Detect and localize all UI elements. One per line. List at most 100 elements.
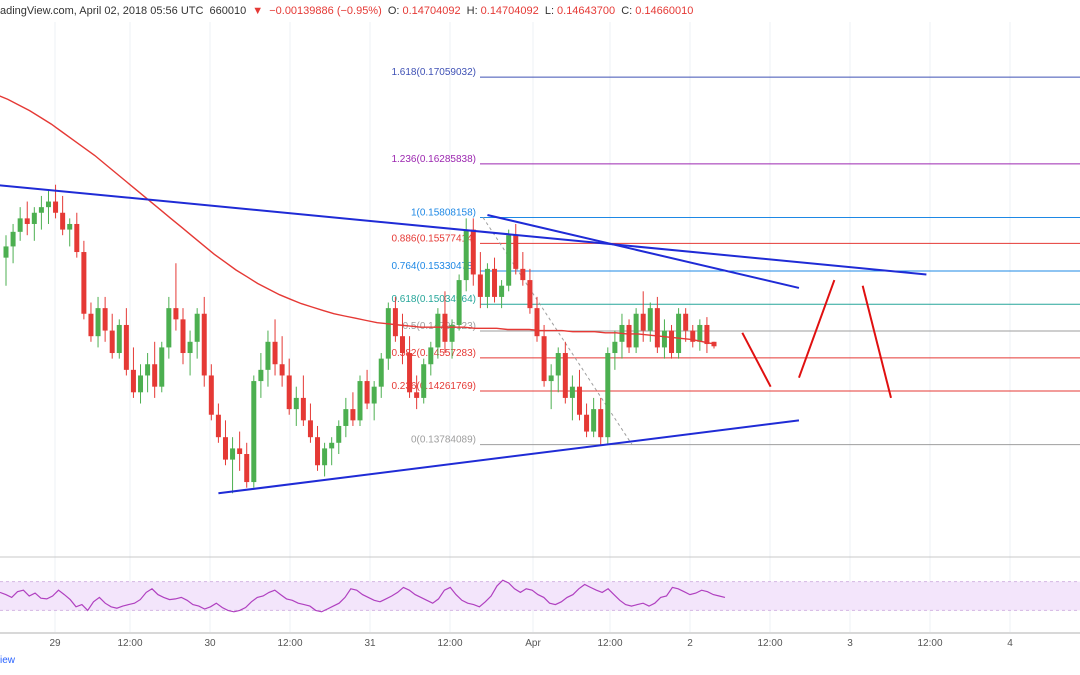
- high-value: 0.14704092: [480, 5, 539, 17]
- fib-label: 0.618(0.15034964): [391, 294, 476, 305]
- candle-body: [251, 381, 257, 483]
- candle-body: [315, 437, 321, 466]
- x-tick-label: 31: [364, 638, 376, 649]
- candle-body: [711, 341, 717, 347]
- fib-label: 1(0.15808158): [411, 207, 476, 218]
- candle-body: [569, 386, 575, 398]
- low-value: 0.14643700: [557, 5, 616, 17]
- candle-body: [24, 218, 30, 224]
- candle-body: [272, 341, 278, 365]
- candle-body: [279, 364, 285, 376]
- candle-body: [343, 409, 349, 426]
- candle-body: [31, 212, 37, 224]
- candle-body: [598, 409, 604, 438]
- x-tick-label: 12:00: [597, 638, 622, 649]
- candle-body: [293, 397, 299, 410]
- candle-body: [697, 324, 703, 342]
- x-tick-label: 3: [847, 638, 853, 649]
- candle-body: [520, 268, 526, 281]
- candle-body: [669, 330, 675, 354]
- trendline: [0, 184, 927, 276]
- open-value: 0.14704092: [402, 5, 461, 17]
- header-price-prefix: 660010: [209, 5, 247, 17]
- candle-body: [605, 353, 611, 438]
- fib-label: 0.236(0.14261769): [391, 381, 476, 392]
- candle-body: [102, 308, 108, 331]
- projection-lines: [741, 279, 892, 399]
- candle-body: [187, 341, 193, 354]
- header-change: −0.00139886 (−0.95%): [269, 5, 382, 17]
- fib-label: 1.618(0.17059032): [391, 67, 476, 78]
- candle-body: [215, 414, 221, 438]
- candle-body: [654, 308, 660, 348]
- candle-body: [499, 285, 505, 297]
- fib-label: 0(0.13784089): [411, 435, 476, 446]
- candle-body: [584, 414, 590, 432]
- candle-body: [683, 313, 689, 331]
- change-down-icon: ▼: [252, 5, 264, 17]
- candle-body: [428, 347, 434, 365]
- trendline: [487, 214, 800, 289]
- candle-body: [541, 336, 547, 382]
- trendlines: [0, 184, 927, 495]
- projection-line: [741, 332, 772, 388]
- fib-label: 0.764(0.15330478): [391, 261, 476, 272]
- candle-body: [180, 319, 186, 354]
- candle-body: [484, 268, 490, 297]
- moving-average: [0, 95, 715, 345]
- candle-body: [166, 308, 172, 348]
- candle-body: [690, 330, 696, 342]
- fib-label: 1.236(0.16285838): [391, 154, 476, 165]
- candle-body: [81, 252, 87, 314]
- candle-body: [470, 229, 476, 275]
- x-axis: 29 12:00 30 12:00 31 12:00 Apr 12:00 2 12:00 3 12:0…: [0, 632, 1080, 649]
- candle-body: [548, 375, 554, 382]
- close-label: C:: [621, 5, 633, 17]
- candle-body: [10, 231, 16, 247]
- candle-body: [258, 369, 264, 382]
- candle-body: [456, 280, 462, 325]
- candle-body: [265, 341, 271, 370]
- projection-line: [861, 285, 892, 399]
- x-tick-label: 12:00: [277, 638, 302, 649]
- x-tick-label: 12:00: [757, 638, 782, 649]
- candle-body: [562, 353, 568, 398]
- candle-body: [633, 313, 639, 348]
- candle-body: [38, 207, 44, 213]
- candle-body: [230, 448, 236, 460]
- candle-body: [576, 386, 582, 415]
- candle-body: [449, 324, 455, 342]
- candle-body: [506, 235, 512, 286]
- candle-body: [145, 364, 151, 376]
- candle-body: [392, 308, 398, 337]
- x-tick-label: 12:00: [917, 638, 942, 649]
- candle-body: [647, 308, 653, 331]
- candle-body: [45, 201, 51, 208]
- candle-body: [208, 375, 214, 415]
- rsi-line: [0, 579, 726, 613]
- candle-body: [138, 375, 144, 393]
- candle-body: [350, 409, 356, 421]
- candle-body: [513, 235, 519, 269]
- x-tick-label: 12:00: [437, 638, 462, 649]
- x-tick-label: 12:00: [117, 638, 142, 649]
- x-tick-label: 4: [1007, 638, 1013, 649]
- candle-body: [626, 324, 632, 348]
- candles: [3, 184, 717, 494]
- candle-body: [364, 381, 370, 404]
- close-value: 0.14660010: [635, 5, 694, 17]
- candle-body: [555, 353, 561, 376]
- candle-body: [74, 223, 80, 253]
- candle-body: [95, 308, 101, 337]
- candle-body: [407, 353, 413, 393]
- candle-body: [399, 336, 405, 354]
- ma-line: [0, 95, 715, 345]
- x-tick-label: 29: [49, 638, 61, 649]
- candle-body: [222, 437, 228, 460]
- x-tick-label: 30: [204, 638, 216, 649]
- candle-body: [159, 347, 165, 387]
- candle-body: [676, 313, 682, 354]
- candle-body: [173, 308, 179, 320]
- candle-body: [300, 397, 306, 421]
